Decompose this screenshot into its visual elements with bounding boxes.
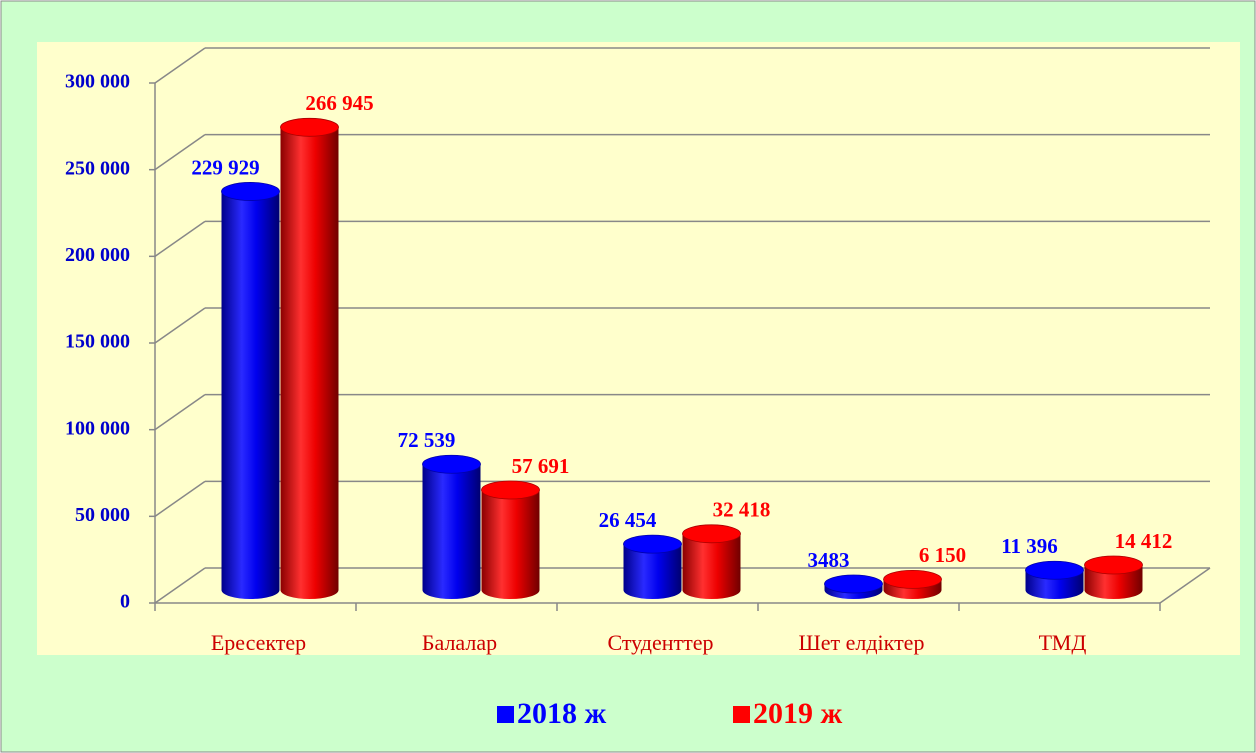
grid-line <box>154 307 206 344</box>
bar-top <box>883 569 942 589</box>
bar <box>1025 560 1084 599</box>
grid-line <box>154 394 206 431</box>
data-label: 14 412 <box>1115 529 1173 553</box>
y-tick-label: 250 000 <box>65 157 130 179</box>
bar <box>682 524 741 599</box>
grid-line <box>154 567 206 604</box>
bar <box>1084 555 1143 599</box>
y-tick-label: 150 000 <box>65 331 130 353</box>
bar <box>422 454 481 599</box>
axis <box>1159 567 1211 604</box>
bar-top <box>1084 555 1143 575</box>
bar <box>280 117 339 599</box>
bar-body <box>422 464 481 599</box>
bar <box>481 480 540 599</box>
bar-body <box>221 191 280 599</box>
bar-top <box>280 117 339 137</box>
bar <box>824 574 883 599</box>
bar-body <box>1084 565 1143 599</box>
bar <box>623 534 682 599</box>
grid-line <box>154 47 206 84</box>
bar-top <box>221 182 280 201</box>
bar-top <box>1025 560 1084 580</box>
legend-label: 2019 ж <box>753 697 843 730</box>
x-tick-label: Студенттер <box>607 630 713 655</box>
legend-swatch <box>497 706 514 723</box>
bar-top <box>682 524 741 544</box>
grid-line <box>154 480 206 517</box>
bar-body <box>623 544 682 599</box>
x-tick-label: Ересектер <box>211 630 306 655</box>
data-label: 26 454 <box>599 508 657 532</box>
legend-label: 2018 ж <box>517 697 607 730</box>
grid-line <box>154 134 206 171</box>
bar-top <box>422 454 481 474</box>
bar <box>221 182 280 599</box>
x-tick-label: Шет елдіктер <box>799 630 925 655</box>
data-label: 57 691 <box>512 454 570 478</box>
data-label: 72 539 <box>398 428 456 452</box>
data-label: 32 418 <box>713 498 771 522</box>
bar-body <box>481 490 540 599</box>
bar-top <box>824 574 883 594</box>
x-tick-label: ТМД <box>1039 630 1087 655</box>
bar <box>883 569 942 599</box>
data-label: 229 929 <box>191 155 259 179</box>
data-label: 266 945 <box>305 91 373 115</box>
grid-line <box>154 220 206 257</box>
bar-body <box>280 127 339 599</box>
legend-swatch <box>733 706 750 723</box>
bar-top <box>623 534 682 554</box>
bar-body <box>682 533 741 599</box>
y-tick-label: 0 <box>120 591 130 613</box>
y-tick-label: 50 000 <box>75 504 130 526</box>
y-tick-label: 300 000 <box>65 71 130 93</box>
data-label: 6 150 <box>919 543 966 567</box>
y-tick-label: 100 000 <box>65 417 130 439</box>
data-label: 3483 <box>808 548 850 572</box>
bar-top <box>481 480 540 500</box>
x-tick-label: Балалар <box>422 630 497 655</box>
y-tick-label: 200 000 <box>65 244 130 266</box>
data-label: 11 396 <box>1001 534 1058 558</box>
